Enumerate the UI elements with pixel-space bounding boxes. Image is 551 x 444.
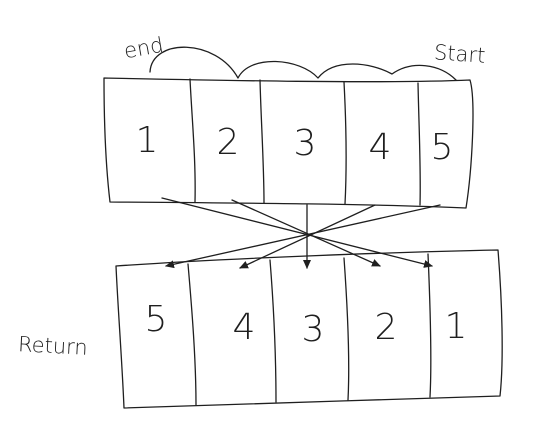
- bottom-divider-2: [269, 259, 277, 403]
- top-array-outline: [103, 77, 474, 209]
- bottom-divider-3: [343, 257, 350, 401]
- pointer-loop: [149, 46, 457, 81]
- bottom-array-outline: [115, 249, 503, 409]
- top-divider-3: [343, 81, 347, 205]
- top-divider-1: [189, 78, 196, 203]
- bottom-cell-4: 2: [374, 307, 398, 348]
- bottom-cell-3: 3: [301, 309, 325, 350]
- top-cell-4: 4: [368, 127, 392, 168]
- bottom-cell-2: 4: [232, 307, 256, 348]
- crossing-arrows: [161, 197, 441, 269]
- top-cell-2: 2: [216, 122, 240, 163]
- top-cell-3: 3: [293, 123, 317, 164]
- top-divider-2: [259, 79, 265, 204]
- return-label: Return: [17, 332, 89, 360]
- top-divider-4: [417, 82, 421, 206]
- bottom-divider-4: [427, 253, 432, 398]
- bottom-cell-5: 1: [444, 306, 468, 347]
- top-cell-1: 1: [135, 120, 159, 161]
- bottom-divider-1: [187, 263, 197, 406]
- top-cell-5: 5: [430, 127, 454, 168]
- start-label: Start: [433, 40, 487, 68]
- bottom-cell-1: 5: [144, 299, 168, 340]
